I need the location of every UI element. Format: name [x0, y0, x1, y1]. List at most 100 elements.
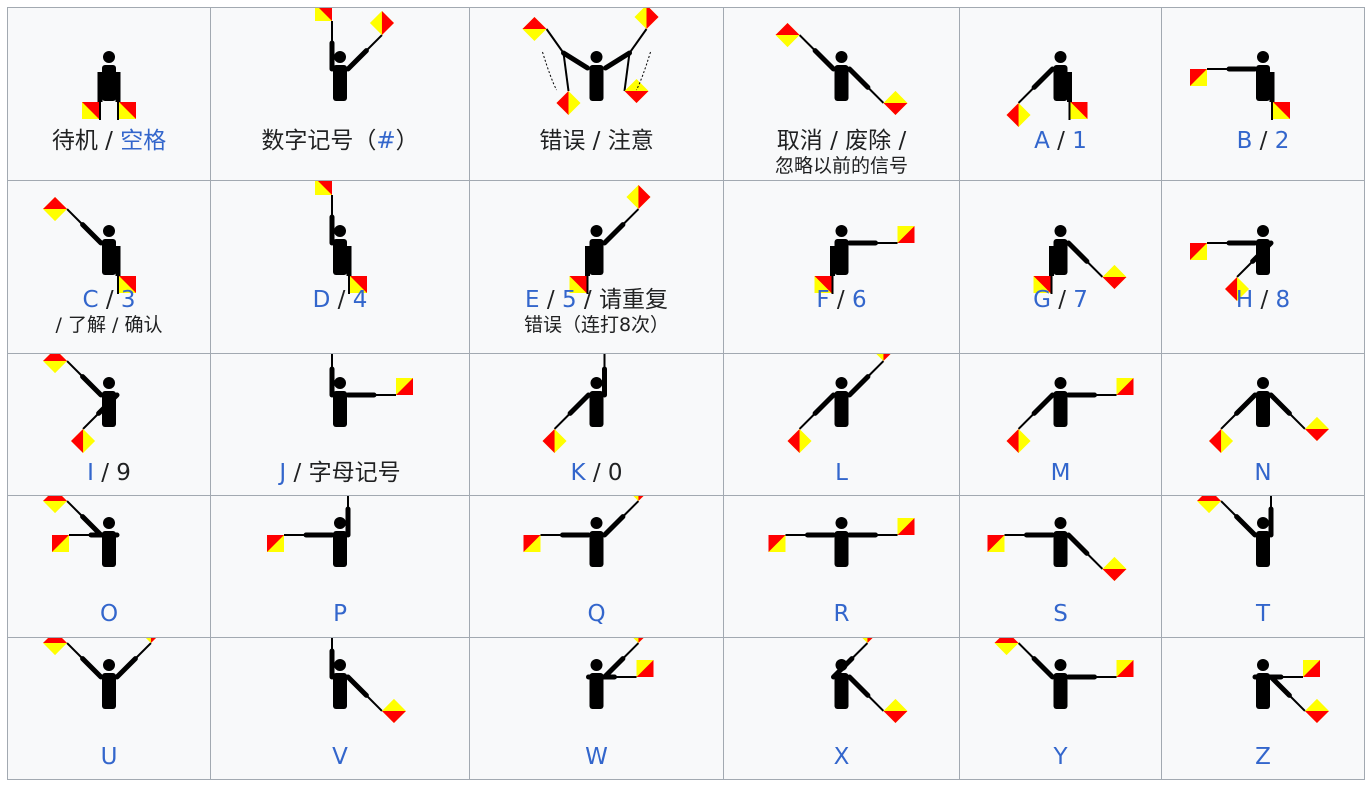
- semaphore-caption: J / 字母记号: [211, 460, 469, 486]
- caption-link[interactable]: Q: [587, 601, 606, 627]
- caption-link[interactable]: P: [333, 601, 347, 627]
- caption-link[interactable]: N: [1254, 460, 1272, 486]
- semaphore-row: 待机 / 空格 数字记号（#） 错误 / 注意 取消 / 废除 / 忽略以前的信号 A /…: [7, 7, 1365, 181]
- caption-text: /: [585, 128, 608, 154]
- semaphore-caption: D / 4: [211, 287, 469, 313]
- semaphore-cell-r: R: [723, 495, 960, 638]
- caption-link[interactable]: R: [833, 601, 850, 627]
- caption-link[interactable]: B: [1236, 128, 1253, 154]
- semaphore-cell-a: A / 1: [959, 7, 1162, 181]
- caption-link[interactable]: U: [100, 744, 118, 770]
- semaphore-cell-c: C / 3 / 了解 / 确认: [7, 180, 211, 354]
- semaphore-caption: S: [960, 601, 1161, 627]
- caption-text: / 请重复: [576, 287, 668, 313]
- caption-text: 数字记号（: [261, 128, 377, 154]
- semaphore-figure: [329, 638, 406, 723]
- caption-text: 废除: [845, 128, 892, 154]
- caption-link[interactable]: W: [585, 744, 608, 770]
- semaphore-cell-z: Z: [1161, 637, 1365, 780]
- semaphore-figure-icon: [43, 197, 136, 294]
- caption-link[interactable]: H: [1235, 287, 1254, 313]
- semaphore-cell-t: T: [1161, 495, 1365, 638]
- caption-link[interactable]: E: [525, 287, 540, 313]
- semaphore-cell-b: B / 2: [1161, 7, 1365, 181]
- caption-link[interactable]: 4: [352, 287, 368, 313]
- semaphore-figure: [586, 638, 654, 709]
- semaphore-cell-i: I / 9: [7, 353, 211, 496]
- semaphore-caption: T: [1162, 601, 1364, 627]
- caption-link[interactable]: S: [1053, 601, 1068, 627]
- semaphore-figure: [831, 638, 908, 723]
- semaphore-figure: [994, 638, 1134, 709]
- semaphore-caption: H / 8: [1162, 287, 1364, 313]
- semaphore-figure-icon: [994, 638, 1134, 709]
- semaphore-figure-icon: [569, 185, 651, 294]
- caption-text: /: [1252, 128, 1275, 154]
- caption-link[interactable]: 3: [120, 287, 136, 313]
- semaphore-cell-f: F / 6: [723, 180, 960, 354]
- semaphore-figure: [82, 51, 136, 120]
- caption-text: 待机: [51, 128, 98, 154]
- caption-link[interactable]: D: [312, 287, 331, 313]
- caption-link[interactable]: 8: [1275, 287, 1291, 313]
- semaphore-figure-icon: [787, 354, 896, 453]
- caption-text: / 字母记号: [286, 460, 401, 486]
- caption-text: ）: [395, 128, 419, 154]
- semaphore-figure: [1209, 377, 1329, 453]
- caption-link[interactable]: 5: [561, 287, 577, 313]
- caption-link[interactable]: C: [82, 287, 99, 313]
- caption-link[interactable]: L: [835, 460, 848, 486]
- caption-text: 注意: [607, 128, 654, 154]
- caption-text: /: [97, 128, 121, 154]
- semaphore-cell-y: Y: [959, 637, 1162, 780]
- semaphore-caption: 待机 / 空格: [8, 128, 210, 154]
- caption-link[interactable]: T: [1255, 601, 1271, 627]
- semaphore-figure-icon: [768, 517, 915, 567]
- semaphore-figure-icon: [1252, 659, 1329, 723]
- caption-link[interactable]: A: [1034, 128, 1050, 154]
- caption-link[interactable]: 6: [851, 287, 867, 313]
- caption-link[interactable]: F: [816, 287, 830, 313]
- caption-link[interactable]: 2: [1274, 128, 1290, 154]
- semaphore-caption: R: [724, 601, 959, 627]
- semaphore-figure: [1006, 377, 1134, 453]
- caption-link[interactable]: 空格: [120, 128, 167, 154]
- caption-link[interactable]: 7: [1073, 287, 1088, 313]
- caption-link[interactable]: O: [99, 601, 119, 627]
- caption-text: /: [539, 287, 562, 313]
- caption-link[interactable]: V: [332, 744, 348, 770]
- semaphore-figure-icon: [586, 638, 654, 709]
- semaphore-cell-j: J / 字母记号: [210, 353, 470, 496]
- caption-link[interactable]: Y: [1053, 744, 1068, 770]
- semaphore-figure: [987, 517, 1127, 581]
- caption-text: 错误: [539, 128, 586, 154]
- semaphore-figure: [1197, 496, 1274, 567]
- semaphore-figure-icon: [82, 51, 136, 120]
- caption-link[interactable]: I: [87, 460, 94, 486]
- semaphore-caption: L: [724, 460, 959, 486]
- caption-link[interactable]: #: [376, 128, 396, 154]
- caption-link[interactable]: G: [1033, 287, 1051, 313]
- caption-text: /: [1253, 287, 1276, 313]
- semaphore-caption: F / 6: [724, 287, 959, 313]
- semaphore-figure: [569, 185, 651, 294]
- caption-text: / 了解 / 确认: [55, 314, 163, 337]
- semaphore-cell-d: D / 4: [210, 180, 470, 354]
- caption-text: 取消: [776, 128, 823, 154]
- caption-link[interactable]: 1: [1072, 128, 1087, 154]
- semaphore-caption: P: [211, 601, 469, 627]
- caption-link[interactable]: X: [833, 744, 850, 770]
- semaphore-figure-icon: [1197, 496, 1274, 567]
- caption-link[interactable]: Z: [1255, 744, 1271, 770]
- semaphore-caption: 取消 / 废除 / 忽略以前的信号: [724, 128, 959, 178]
- semaphore-caption: A / 1: [960, 128, 1161, 154]
- caption-link[interactable]: J: [279, 460, 287, 486]
- semaphore-figure-icon: [43, 354, 120, 453]
- caption-link[interactable]: M: [1050, 460, 1071, 486]
- semaphore-figure-icon: [329, 638, 406, 723]
- semaphore-cell-s: S: [959, 495, 1162, 638]
- semaphore-cell-numerals: 数字记号（#）: [210, 7, 470, 181]
- caption-link[interactable]: K: [570, 460, 586, 486]
- semaphore-figure: [1190, 51, 1290, 120]
- semaphore-row: U V W X Y Z: [7, 637, 1365, 780]
